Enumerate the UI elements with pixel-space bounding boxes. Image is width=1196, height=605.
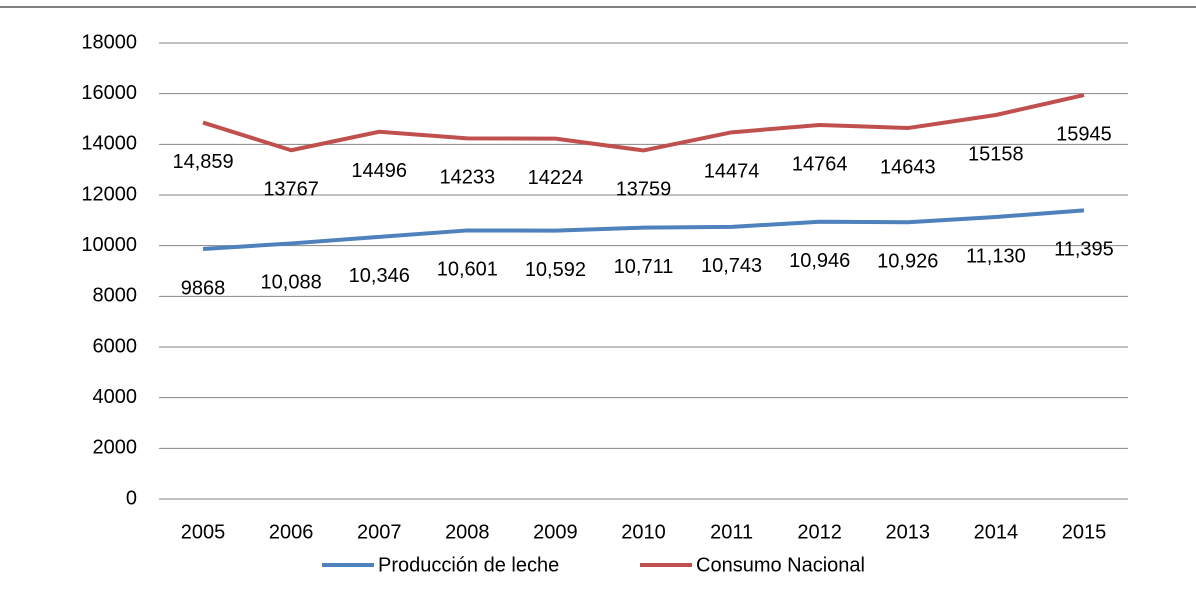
y-tick-label: 0: [126, 487, 137, 509]
y-tick-label: 4000: [93, 386, 138, 408]
data-label: 14233: [440, 167, 496, 189]
legend-label: Producción de leche: [378, 554, 559, 576]
data-label: 14764: [792, 153, 848, 175]
y-tick-label: 18000: [81, 31, 137, 53]
series-line: [202, 208, 1085, 252]
y-tick-label: 6000: [93, 335, 138, 357]
data-label: 14643: [880, 156, 936, 178]
data-label: 14,859: [172, 151, 233, 173]
x-tick-label: 2008: [445, 521, 490, 543]
y-tick-label: 8000: [93, 285, 138, 307]
data-label: 10,743: [701, 255, 762, 277]
data-label: 10,592: [525, 259, 586, 281]
x-tick-label: 2011: [710, 521, 753, 543]
data-label: 10,088: [261, 272, 322, 294]
y-tick-label: 14000: [81, 133, 137, 155]
data-label: 15945: [1056, 123, 1112, 145]
x-tick-label: 2009: [533, 521, 578, 543]
data-label: 15158: [968, 143, 1024, 165]
x-tick-label: 2014: [974, 521, 1019, 543]
data-label: 14224: [528, 167, 584, 189]
data-label: 9868: [181, 277, 226, 299]
x-tick-label: 2015: [1062, 521, 1107, 543]
x-tick-label: 2012: [797, 521, 842, 543]
x-tick-label: 2010: [621, 521, 666, 543]
x-tick-label: 2013: [886, 521, 931, 543]
data-label: 13759: [616, 179, 672, 201]
legend-label: Consumo Nacional: [696, 554, 865, 576]
y-tick-label: 16000: [81, 82, 137, 104]
data-label: 10,926: [877, 250, 938, 272]
data-label: 10,711: [614, 256, 674, 278]
x-tick-label: 2007: [357, 521, 402, 543]
data-label: 14474: [704, 161, 760, 183]
y-tick-label: 10000: [81, 234, 137, 256]
x-tick-label: 2005: [181, 521, 226, 543]
data-label: 10,946: [789, 250, 850, 272]
data-label: 14496: [351, 160, 407, 182]
series-line: [202, 93, 1085, 153]
x-tick-label: 2006: [269, 521, 314, 543]
data-label: 11,130: [966, 245, 1026, 267]
data-label: 11,395: [1054, 239, 1114, 261]
y-tick-label: 2000: [93, 437, 138, 459]
y-tick-label: 12000: [81, 183, 137, 205]
data-label: 13767: [263, 179, 319, 201]
data-label: 10,601: [437, 259, 498, 281]
data-label: 10,346: [349, 265, 410, 287]
